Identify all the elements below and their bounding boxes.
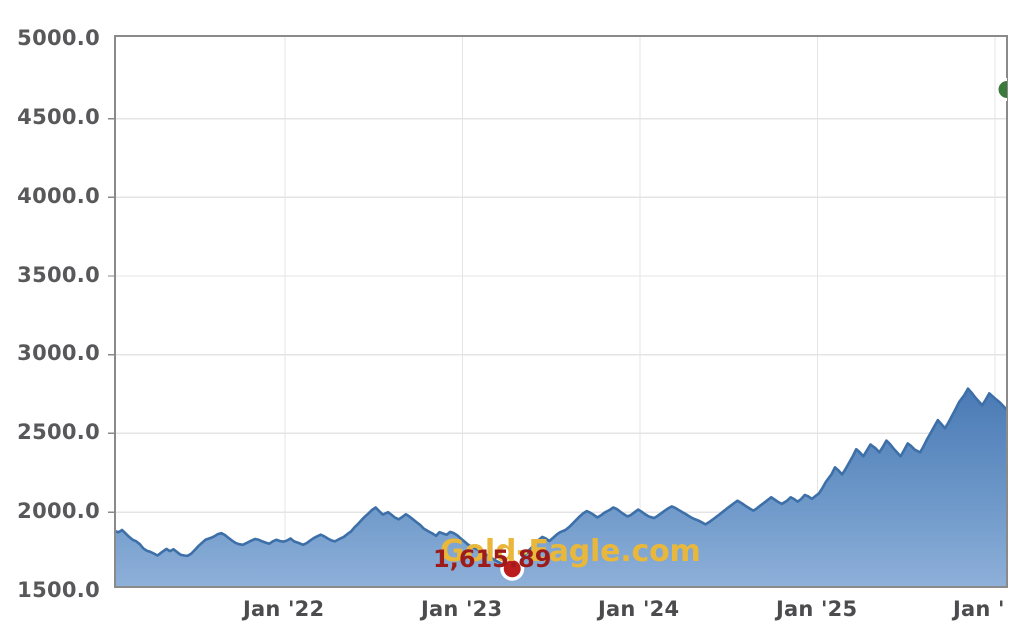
price-line	[115, 387, 1007, 571]
y-tick-label-4500: 4500.0	[17, 105, 100, 129]
x-tick-label-jan22: Jan '22	[243, 597, 325, 621]
current-marker[interactable]	[995, 78, 1019, 102]
y-tick-label-2500: 2500.0	[17, 420, 100, 444]
x-tick-label-jan24: Jan '24	[598, 597, 680, 621]
y-tick-label-3500: 3500.0	[17, 263, 100, 287]
y-axis-ticks	[108, 117, 115, 513]
x-tick-label-jan26: Jan '	[953, 597, 1005, 621]
y-tick-label-3000: 3000.0	[17, 341, 100, 365]
y-tick-label-1500: 1500.0	[17, 578, 100, 602]
low-value-annotation: 1,615.89	[433, 545, 552, 573]
y-tick-label-5000: 5000.0	[17, 26, 100, 50]
area-fill	[115, 388, 1007, 587]
y-tick-label-4000: 4000.0	[17, 184, 100, 208]
low-marker[interactable]	[500, 556, 525, 581]
plot-border	[114, 35, 1008, 588]
y-tick-label-2000: 2000.0	[17, 499, 100, 523]
x-tick-label-jan25: Jan '25	[776, 597, 858, 621]
x-tick-label-jan23: Jan '23	[421, 597, 503, 621]
